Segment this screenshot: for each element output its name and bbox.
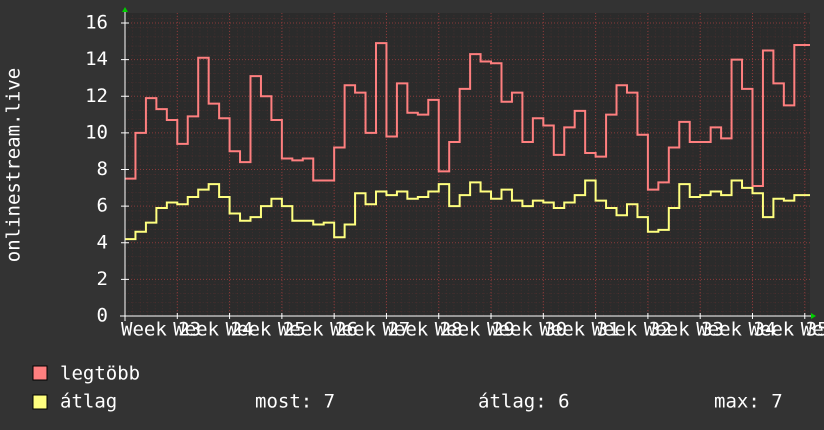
series-line	[125, 42, 810, 191]
x-arrow	[811, 313, 816, 319]
legend-label: legtöbb	[60, 363, 140, 385]
lines	[125, 42, 810, 241]
y-tick-label: 16	[85, 12, 108, 34]
stat-max: max: 7	[714, 391, 783, 413]
legend-swatch	[32, 365, 48, 381]
x-tick-label: Week 34	[696, 319, 776, 341]
x-tick-label: Week 27	[330, 319, 410, 341]
x-tick-label: Week 35	[748, 319, 824, 341]
x-tick-label: Week 32	[592, 319, 672, 341]
x-tick-label: Week 36	[801, 319, 824, 341]
legend-swatch	[32, 394, 48, 410]
x-tick-label: Week 26	[278, 319, 358, 341]
y-tick-label: 2	[97, 268, 108, 290]
x-tick-label: Week 30	[487, 319, 567, 341]
series-line	[125, 179, 810, 241]
grid	[125, 13, 810, 317]
y-axis-label: onlinestream.live	[3, 68, 25, 262]
x-tick-label: Week 24	[173, 319, 253, 341]
y-tick-label: 14	[85, 48, 108, 70]
minor-grid	[125, 13, 810, 316]
y-tick-label: 0	[97, 305, 108, 327]
stat-current: most: 7	[255, 391, 335, 413]
y-tick-label: 6	[97, 195, 108, 217]
x-tick-label: Week 33	[644, 319, 724, 341]
x-tick-label: Week 25	[226, 319, 306, 341]
x-tick-label: Week 23	[121, 319, 201, 341]
y-tick-label: 12	[85, 85, 108, 107]
x-tick-label: Week 29	[435, 319, 515, 341]
x-tick-label: Week 31	[539, 319, 619, 341]
legend-label: átlag	[60, 391, 117, 413]
y-tick-label: 4	[97, 231, 108, 253]
y-arrow	[122, 7, 128, 12]
y-tick-label: 10	[85, 121, 108, 143]
stat-average: átlag: 6	[478, 391, 570, 413]
x-tick-label: Week 28	[382, 319, 462, 341]
y-tick-label: 8	[97, 158, 108, 180]
